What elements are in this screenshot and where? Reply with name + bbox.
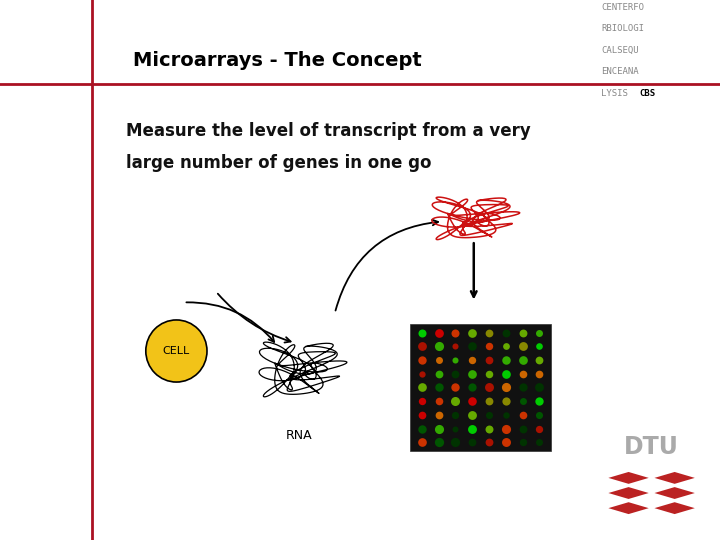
- Point: [416, 342, 428, 350]
- Point: [483, 397, 495, 406]
- Point: [534, 356, 545, 364]
- Point: [534, 342, 545, 350]
- Text: Microarrays - The Concept: Microarrays - The Concept: [133, 51, 422, 70]
- Point: [433, 328, 444, 337]
- Point: [517, 369, 528, 378]
- Point: [450, 342, 462, 350]
- Text: DTU: DTU: [624, 435, 679, 458]
- Point: [483, 438, 495, 447]
- Point: [433, 369, 444, 378]
- Text: CBS: CBS: [639, 89, 655, 98]
- Point: [416, 397, 428, 406]
- Text: LYSIS: LYSIS: [601, 89, 634, 98]
- Point: [534, 383, 545, 392]
- Point: [500, 410, 511, 419]
- Point: [467, 438, 478, 447]
- Point: [467, 410, 478, 419]
- Point: [433, 438, 444, 447]
- Point: [450, 410, 462, 419]
- Point: [416, 328, 428, 337]
- Point: [517, 424, 528, 433]
- Polygon shape: [654, 487, 695, 499]
- Point: [483, 356, 495, 364]
- Text: large number of genes in one go: large number of genes in one go: [126, 154, 431, 172]
- Point: [534, 397, 545, 406]
- Point: [416, 424, 428, 433]
- Text: ENCEANA: ENCEANA: [601, 68, 639, 77]
- Point: [500, 397, 511, 406]
- Point: [450, 356, 462, 364]
- Point: [483, 383, 495, 392]
- Polygon shape: [608, 502, 649, 514]
- Point: [483, 410, 495, 419]
- Point: [467, 342, 478, 350]
- Point: [534, 424, 545, 433]
- Point: [500, 328, 511, 337]
- Point: [450, 424, 462, 433]
- Point: [534, 410, 545, 419]
- Bar: [410, 324, 551, 451]
- Point: [467, 383, 478, 392]
- Point: [450, 369, 462, 378]
- Point: [467, 328, 478, 337]
- Point: [483, 369, 495, 378]
- Point: [500, 356, 511, 364]
- Point: [433, 397, 444, 406]
- Point: [517, 397, 528, 406]
- Point: [467, 397, 478, 406]
- Text: CALSEQU: CALSEQU: [601, 46, 639, 55]
- Point: [433, 410, 444, 419]
- Text: RNA: RNA: [286, 429, 312, 442]
- Point: [534, 328, 545, 337]
- Point: [483, 342, 495, 350]
- Point: [500, 424, 511, 433]
- Point: [467, 424, 478, 433]
- Polygon shape: [608, 487, 649, 499]
- Point: [517, 328, 528, 337]
- Point: [416, 369, 428, 378]
- Point: [500, 383, 511, 392]
- Point: [500, 369, 511, 378]
- Point: [433, 356, 444, 364]
- Point: [517, 356, 528, 364]
- Point: [416, 410, 428, 419]
- Ellipse shape: [145, 320, 207, 382]
- Point: [517, 438, 528, 447]
- Point: [416, 438, 428, 447]
- Point: [517, 410, 528, 419]
- Point: [500, 438, 511, 447]
- Point: [450, 397, 462, 406]
- Text: Measure the level of transcript from a very: Measure the level of transcript from a v…: [126, 122, 531, 139]
- Polygon shape: [654, 502, 695, 514]
- Polygon shape: [654, 472, 695, 484]
- Point: [517, 342, 528, 350]
- Point: [534, 369, 545, 378]
- Point: [450, 383, 462, 392]
- Point: [433, 424, 444, 433]
- Polygon shape: [608, 472, 649, 484]
- Point: [467, 369, 478, 378]
- Text: CENTERFO: CENTERFO: [601, 3, 644, 12]
- Point: [450, 438, 462, 447]
- Point: [416, 356, 428, 364]
- Point: [500, 342, 511, 350]
- Point: [467, 356, 478, 364]
- Point: [534, 438, 545, 447]
- Text: CELL: CELL: [163, 346, 190, 356]
- Point: [483, 328, 495, 337]
- Point: [416, 383, 428, 392]
- Text: RBIOLOGI: RBIOLOGI: [601, 24, 644, 33]
- Point: [517, 383, 528, 392]
- Point: [433, 342, 444, 350]
- Point: [450, 328, 462, 337]
- Point: [483, 424, 495, 433]
- Point: [433, 383, 444, 392]
